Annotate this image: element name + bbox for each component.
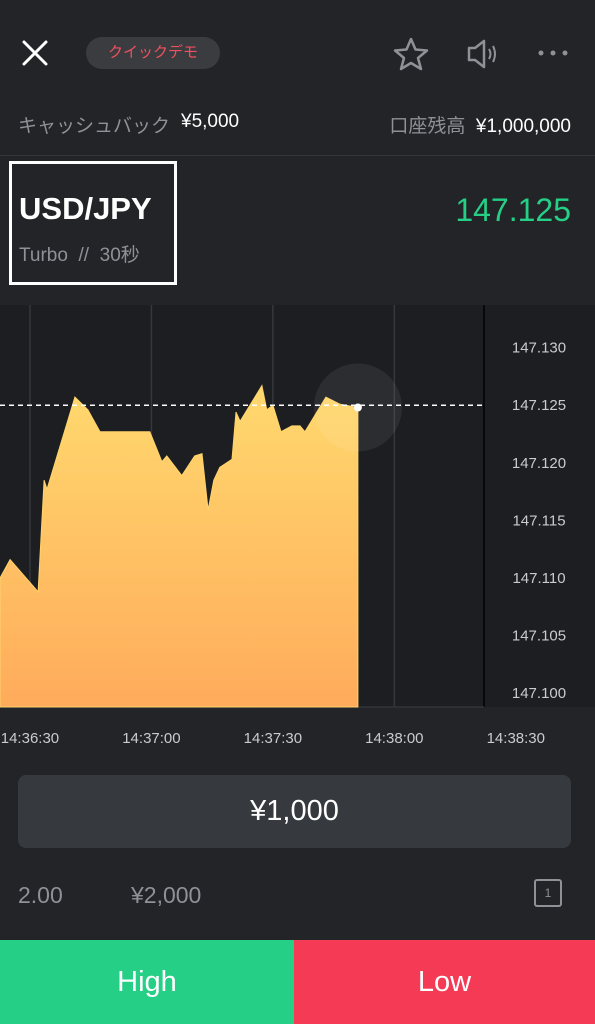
x-tick-label: 14:38:00: [365, 730, 423, 747]
x-tick-label: 14:37:30: [244, 730, 302, 747]
asset-box[interactable]: [9, 161, 177, 285]
price: 147.125: [455, 192, 571, 228]
low-button[interactable]: Low: [294, 940, 595, 1024]
amount-input[interactable]: ¥1,000: [18, 775, 571, 848]
x-tick-label: 14:36:30: [1, 730, 59, 747]
divider: [0, 155, 595, 156]
last-point: [353, 403, 362, 412]
x-tick-label: 14:38:30: [487, 730, 545, 747]
counter-icon[interactable]: 1: [534, 879, 562, 907]
payout: ¥2,000: [131, 882, 202, 908]
y-tick-label: 147.130: [512, 340, 566, 357]
cashback-label: キャッシュバック: [18, 116, 171, 137]
demo-badge: クイックデモ: [86, 37, 220, 69]
pair: USD/JPY: [19, 191, 152, 226]
more-icon[interactable]: [536, 48, 572, 58]
payout-rate: 2.00: [18, 882, 63, 908]
asset-mode: Turbo // 30秒: [19, 240, 140, 267]
mode: Turbo: [19, 245, 68, 266]
balance-row: 口座残高 ¥1,000,000: [389, 111, 571, 138]
y-tick-label: 147.110: [512, 570, 565, 587]
price-area: [0, 384, 359, 708]
close-icon[interactable]: [20, 38, 52, 70]
sound-icon[interactable]: [465, 38, 501, 70]
y-tick-label: 147.100: [512, 685, 566, 702]
favorite-icon[interactable]: [392, 36, 430, 72]
y-tick-label: 147.115: [512, 512, 565, 529]
y-tick-label: 147.125: [512, 397, 566, 414]
balance-value: ¥1,000,000: [475, 116, 571, 137]
balance-label: 口座残高: [389, 116, 466, 137]
high-button[interactable]: High: [0, 940, 294, 1024]
y-tick-label: 147.105: [512, 628, 566, 645]
separator: //: [78, 245, 90, 266]
cashback-value: ¥5,000: [181, 111, 240, 132]
x-tick-label: 14:37:00: [122, 730, 180, 747]
y-tick-label: 147.120: [512, 455, 566, 472]
duration: 30秒: [99, 245, 140, 266]
price-chart: 14:36:30 14:37:00 14:37:30 14:38:00 14:38:30…: [0, 305, 595, 747]
